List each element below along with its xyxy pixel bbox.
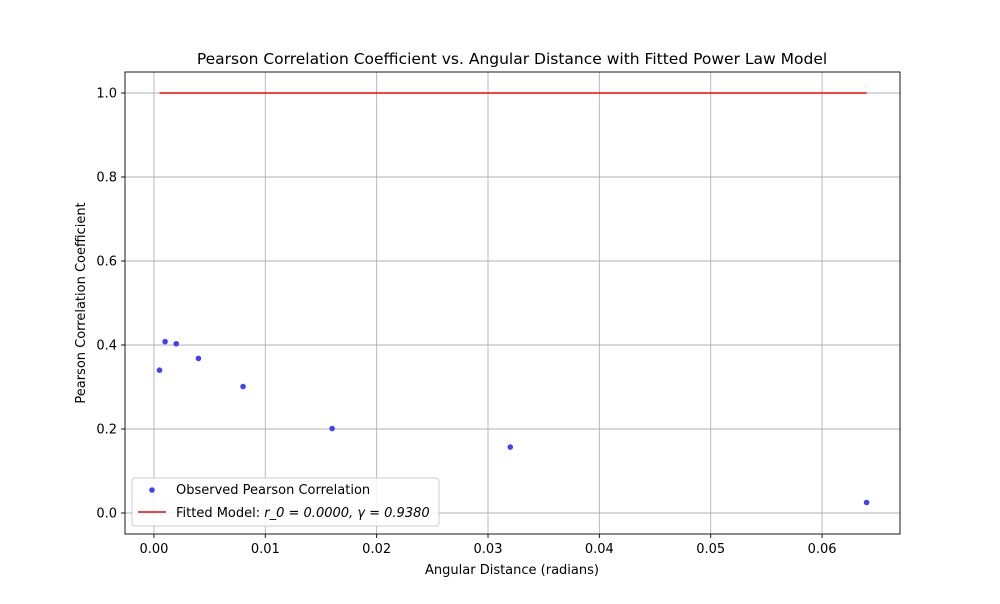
y-tick-label: 0.4 bbox=[96, 339, 117, 354]
y-tick-label: 0.0 bbox=[96, 507, 117, 522]
observed-data-point bbox=[173, 340, 180, 347]
observed-data-point bbox=[240, 383, 246, 390]
legend-box bbox=[131, 477, 440, 527]
observed-data-point bbox=[863, 499, 870, 506]
observed-data-point bbox=[329, 425, 335, 432]
y-axis-label: Pearson Correlation Coefficient bbox=[74, 202, 89, 403]
y-tick-label: 0.6 bbox=[96, 255, 117, 270]
observed-data-point bbox=[507, 444, 514, 450]
y-tick-label: 0.8 bbox=[96, 171, 117, 186]
legend: Observed Pearson Correlation Fitted Mode… bbox=[131, 477, 440, 527]
observed-data-point bbox=[162, 338, 168, 345]
data-layer bbox=[156, 92, 870, 506]
x-tick-label: 0.02 bbox=[362, 542, 391, 557]
x-tick-label: 0.00 bbox=[139, 542, 168, 557]
x-tick-label: 0.04 bbox=[585, 542, 614, 557]
chart-title: Pearson Correlation Coefficient vs. Angu… bbox=[197, 50, 827, 68]
legend-line-label: Fitted Model: r_0 = 0.0000, γ = 0.9380 bbox=[176, 506, 430, 521]
legend-scatter-label: Observed Pearson Correlation bbox=[176, 483, 370, 498]
x-tick-label: 0.05 bbox=[696, 542, 725, 557]
tick-layer: 0.00 0.01 0.02 0.03 0.04 0.05 0.06 0.0 0.2 0.4 0.6… bbox=[96, 87, 836, 558]
legend-scatter-marker bbox=[149, 487, 155, 493]
legend-line-label-math: r_0 = 0.0000, γ = 0.9380 bbox=[264, 506, 429, 521]
observed-data-point bbox=[195, 355, 202, 362]
legend-line-label-prefix: Fitted Model: bbox=[176, 506, 264, 521]
plot-frame bbox=[124, 71, 901, 535]
x-axis-label: Angular Distance (radians) bbox=[425, 563, 599, 578]
observed-data-point bbox=[156, 367, 163, 374]
x-tick-label: 0.06 bbox=[808, 542, 837, 557]
y-tick-label: 0.2 bbox=[96, 423, 117, 438]
y-tick-label: 1.0 bbox=[96, 87, 117, 102]
x-tick-label: 0.03 bbox=[474, 542, 503, 557]
x-tick-label: 0.01 bbox=[251, 542, 280, 557]
